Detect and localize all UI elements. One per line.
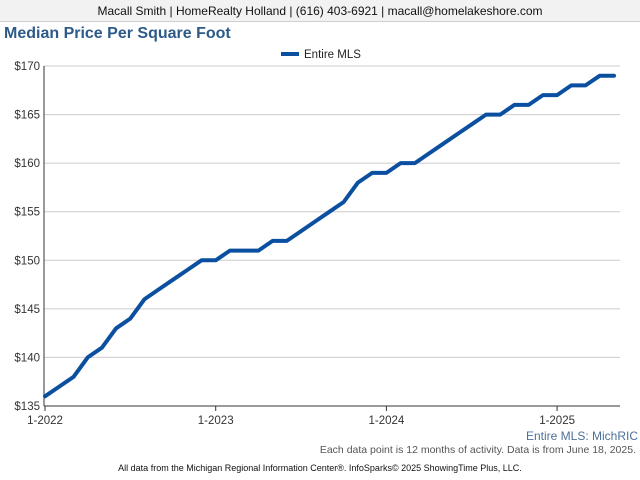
x-tick-label: 1-2025 (539, 415, 575, 427)
x-tick-label: 1-2024 (368, 415, 404, 427)
mls-source-label: Entire MLS: MichRIC (526, 429, 638, 443)
legend-label: Entire MLS (304, 49, 361, 61)
y-tick-label: $155 (14, 207, 40, 219)
data-note: Each data point is 12 months of activity… (320, 444, 636, 456)
y-tick-label: $150 (14, 255, 40, 267)
y-tick-label: $165 (14, 110, 40, 122)
y-tick-label: $135 (14, 401, 40, 413)
y-tick-label: $160 (14, 158, 40, 170)
data-credits: All data from the Michigan Regional Info… (0, 463, 640, 473)
y-tick-label: $145 (14, 304, 40, 316)
x-tick-label: 1-2023 (198, 415, 234, 427)
series-line-entire-mls (45, 76, 614, 397)
y-tick-label: $140 (14, 352, 40, 364)
y-tick-label: $170 (14, 61, 40, 73)
x-tick-label: 1-2022 (27, 415, 63, 427)
